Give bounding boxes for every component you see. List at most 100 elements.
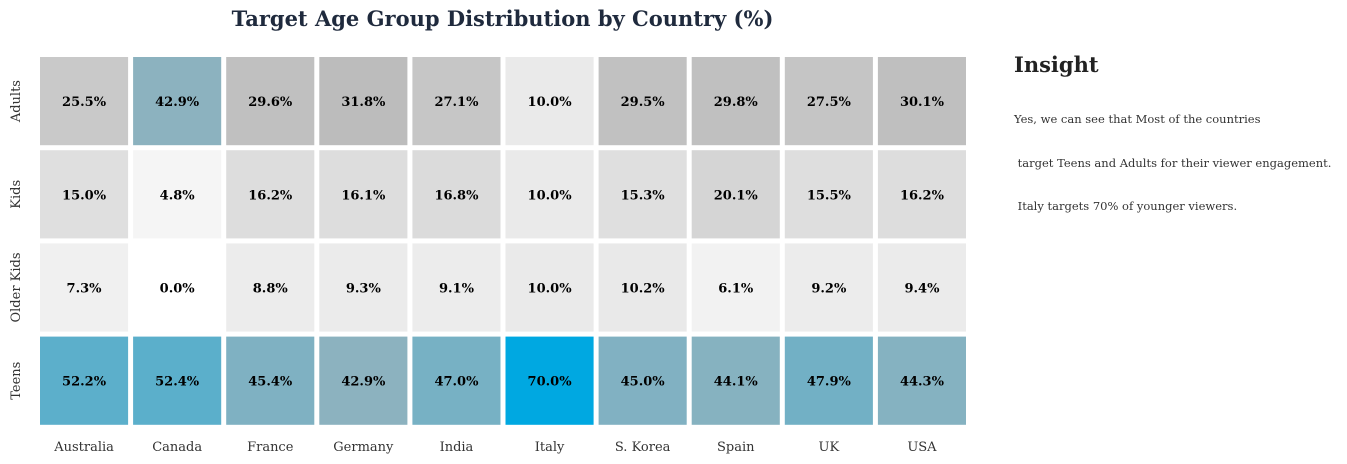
cell-value-label: 42.9% <box>155 95 200 110</box>
x-tick-label: Italy <box>535 440 565 455</box>
cell-value-label: 16.8% <box>434 188 479 203</box>
insight-line: Yes, we can see that Most of the countri… <box>1014 112 1261 126</box>
insight-line: target Teens and Adults for their viewer… <box>1014 155 1332 170</box>
cell-value-label: 42.9% <box>341 375 386 390</box>
insight-text: Yes, we can see that Most of the countri… <box>1014 83 1331 228</box>
cell-value-label: 47.0% <box>434 375 479 390</box>
cell-value-label: 44.3% <box>900 375 945 390</box>
heatmap-cell <box>877 150 966 239</box>
cell-value-label: 70.0% <box>528 375 573 390</box>
cell-value-label: 10.0% <box>528 95 573 110</box>
heatmap-cell <box>598 150 687 239</box>
heatmap-cell <box>505 150 594 239</box>
cell-value-label: 25.5% <box>62 95 107 110</box>
heatmap-cell <box>877 336 966 425</box>
heatmap-cell <box>226 150 315 239</box>
cell-value-label: 0.0% <box>160 282 196 297</box>
cell-value-label: 52.2% <box>62 375 107 390</box>
x-tick-label: USA <box>907 440 937 455</box>
cell-value-label: 31.8% <box>341 95 386 110</box>
x-tick-label: S. Korea <box>615 440 671 455</box>
heatmap-cell <box>412 336 501 425</box>
x-tick-label: UK <box>819 440 840 455</box>
cell-value-label: 8.8% <box>253 282 289 297</box>
y-tick-label: Adults <box>9 80 24 123</box>
cell-value-label: 45.4% <box>248 375 293 390</box>
cell-value-label: 10.0% <box>528 282 573 297</box>
cell-value-label: 47.9% <box>807 375 852 390</box>
heatmap-cell <box>319 243 408 332</box>
cell-value-label: 16.2% <box>248 188 293 203</box>
heatmap-cell <box>598 57 687 146</box>
y-tick-label: Kids <box>9 180 24 209</box>
heatmap-cell <box>133 243 222 332</box>
cell-value-label: 15.5% <box>807 188 852 203</box>
heatmap-cell <box>319 150 408 239</box>
y-tick-label: Teens <box>9 362 24 400</box>
cell-value-label: 10.2% <box>621 282 666 297</box>
heatmap-cell <box>505 243 594 332</box>
cell-value-label: 29.8% <box>714 95 759 110</box>
heatmap-cell <box>226 57 315 146</box>
x-tick-label: India <box>440 440 474 455</box>
x-tick-label: France <box>247 440 294 455</box>
x-tick-label: Canada <box>152 440 202 455</box>
heatmap-cell <box>877 57 966 146</box>
heatmap-cell <box>412 57 501 146</box>
cell-value-label: 9.1% <box>439 282 475 297</box>
heatmap-cell <box>412 150 501 239</box>
heatmap-cell <box>598 336 687 425</box>
cell-value-label: 27.1% <box>434 95 479 110</box>
heatmap-cell <box>40 57 129 146</box>
cell-value-label: 7.3% <box>67 282 103 297</box>
heatmap-cell <box>319 57 408 146</box>
heatmap-cell <box>784 57 873 146</box>
heatmap-cell <box>40 150 129 239</box>
cell-value-label: 16.1% <box>341 188 386 203</box>
heatmap-cell <box>412 243 501 332</box>
cell-value-label: 44.1% <box>714 375 759 390</box>
heatmap-cell <box>598 243 687 332</box>
x-tick-label: Spain <box>717 440 755 455</box>
heatmap-cell <box>691 336 780 425</box>
heatmap-cell <box>877 243 966 332</box>
chart-title: Target Age Group Distribution by Country… <box>231 6 774 31</box>
heatmap-cell <box>133 57 222 146</box>
heatmap-cell <box>133 336 222 425</box>
cell-value-label: 9.3% <box>346 282 382 297</box>
y-tick-label: Older Kids <box>9 252 24 322</box>
cell-value-label: 20.1% <box>714 188 759 203</box>
heatmap-cell <box>319 336 408 425</box>
cell-value-label: 15.0% <box>62 188 107 203</box>
cell-value-label: 9.2% <box>811 282 847 297</box>
heatmap-cell <box>691 150 780 239</box>
cell-value-label: 10.0% <box>528 188 573 203</box>
heatmap-cell <box>133 150 222 239</box>
cell-value-label: 29.6% <box>248 95 293 110</box>
cell-value-label: 6.1% <box>718 282 754 297</box>
heatmap-cell <box>226 336 315 425</box>
insight-heading: Insight <box>1014 52 1099 77</box>
x-tick-label: Germany <box>333 440 394 455</box>
cell-value-label: 9.4% <box>904 282 940 297</box>
insight-line: Italy targets 70% of younger viewers. <box>1014 199 1238 213</box>
cell-value-label: 4.8% <box>160 188 196 203</box>
heatmap-cell <box>40 243 129 332</box>
heatmap-cell <box>784 150 873 239</box>
cell-value-label: 45.0% <box>621 375 666 390</box>
heatmap-cell <box>226 243 315 332</box>
heatmap-cell <box>691 57 780 146</box>
heatmap-cell <box>784 243 873 332</box>
heatmap-cell <box>784 336 873 425</box>
cell-value-label: 16.2% <box>900 188 945 203</box>
cell-value-label: 27.5% <box>807 95 852 110</box>
heatmap-cell <box>505 336 594 425</box>
x-tick-label: Australia <box>53 440 114 455</box>
cell-value-label: 15.3% <box>621 188 666 203</box>
cell-value-label: 29.5% <box>621 95 666 110</box>
heatmap-cell <box>505 57 594 146</box>
heatmap-cell <box>691 243 780 332</box>
cell-value-label: 52.4% <box>155 375 200 390</box>
heatmap-cell <box>40 336 129 425</box>
